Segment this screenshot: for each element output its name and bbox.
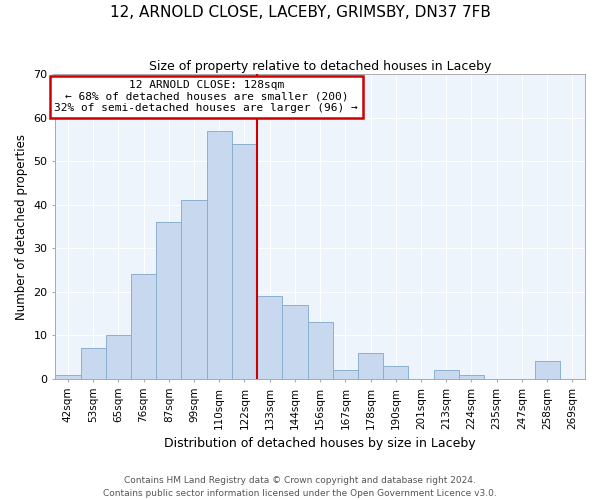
Bar [283,305,308,379]
Bar [156,222,181,379]
Bar [333,370,358,379]
Bar [535,362,560,379]
Bar [80,348,106,379]
Bar [308,322,333,379]
Text: 12, ARNOLD CLOSE, LACEBY, GRIMSBY, DN37 7FB: 12, ARNOLD CLOSE, LACEBY, GRIMSBY, DN37 … [110,5,490,20]
X-axis label: Distribution of detached houses by size in Laceby: Distribution of detached houses by size … [164,437,476,450]
Bar [434,370,459,379]
Bar [131,274,156,379]
Bar [232,144,257,379]
Y-axis label: Number of detached properties: Number of detached properties [15,134,28,320]
Bar [55,374,80,379]
Bar [358,353,383,379]
Bar [383,366,409,379]
Bar [106,336,131,379]
Title: Size of property relative to detached houses in Laceby: Size of property relative to detached ho… [149,60,491,73]
Text: 12 ARNOLD CLOSE: 128sqm
← 68% of detached houses are smaller (200)
32% of semi-d: 12 ARNOLD CLOSE: 128sqm ← 68% of detache… [55,80,358,114]
Bar [257,296,283,379]
Bar [459,374,484,379]
Text: Contains HM Land Registry data © Crown copyright and database right 2024.
Contai: Contains HM Land Registry data © Crown c… [103,476,497,498]
Bar [206,131,232,379]
Bar [181,200,206,379]
